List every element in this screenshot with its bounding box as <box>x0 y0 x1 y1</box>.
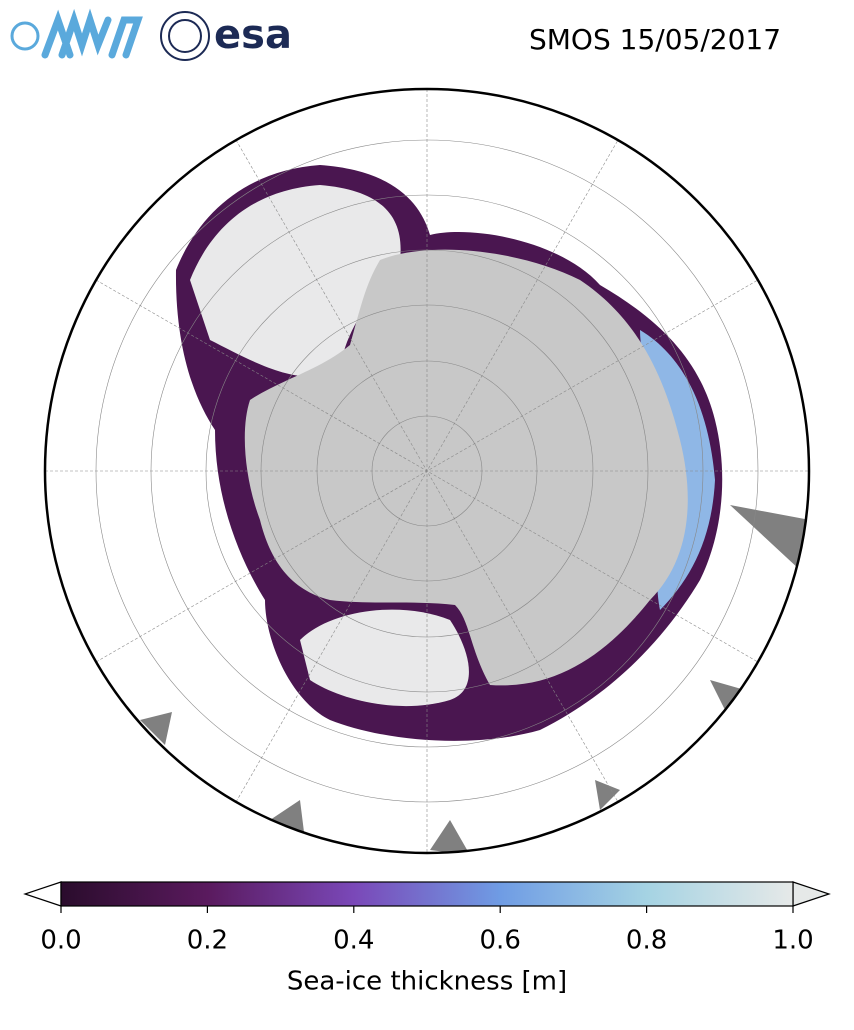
colorbar-label: Sea-ice thickness [m] <box>287 967 567 997</box>
colorbar-tick-label: 0.2 <box>187 926 228 956</box>
esa-logo: esa <box>160 11 292 61</box>
colorbar: 0.0 0.2 0.4 0.6 0.8 1.0 Sea-ice thickness [m] <box>23 881 831 997</box>
colorbar-tick-label: 0.0 <box>40 926 81 956</box>
colorbar-tick-label: 0.8 <box>626 926 667 956</box>
awi-logo <box>10 8 143 59</box>
map-border <box>43 87 811 855</box>
colorbar-extend-high <box>792 881 831 907</box>
colorbar-tick-label: 0.6 <box>480 926 521 956</box>
colorbar-extend-low <box>23 881 62 907</box>
map <box>45 89 809 853</box>
colorbar-gradient <box>60 881 794 907</box>
colorbar-tick-label: 1.0 <box>772 926 813 956</box>
colorbar-tick-label: 0.4 <box>333 926 374 956</box>
logo-text: esa <box>214 12 292 58</box>
map-title: SMOS 15/05/2017 <box>529 23 781 56</box>
